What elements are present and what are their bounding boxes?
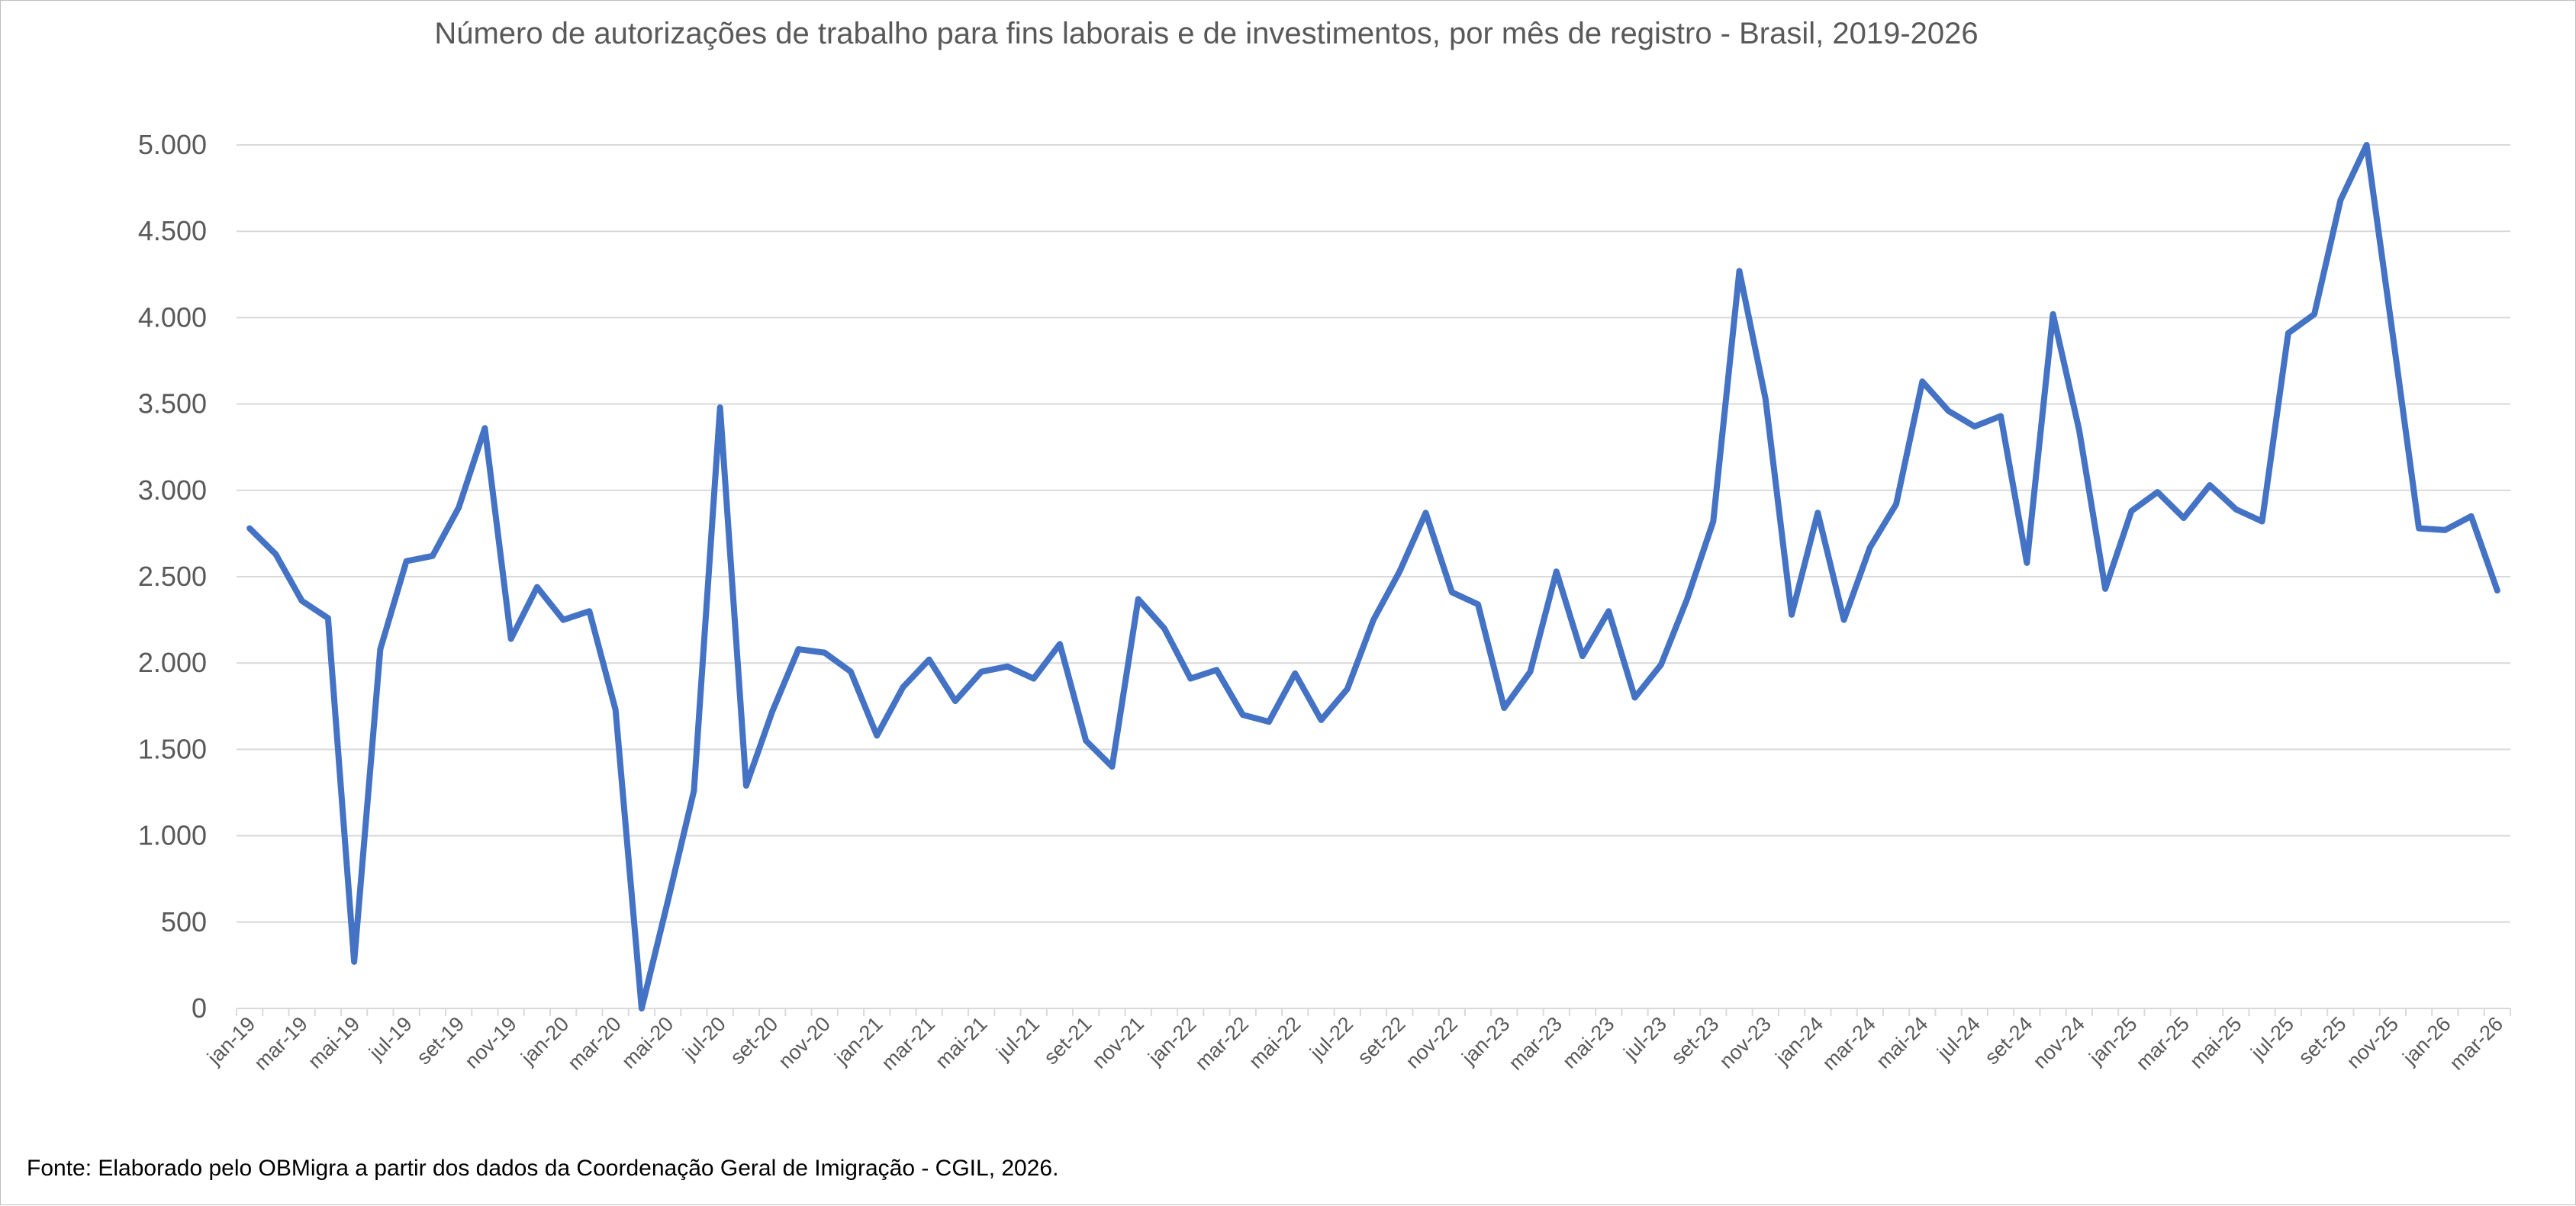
x-tick-label: nov-24	[2028, 1012, 2089, 1073]
x-tick-label: nov-21	[1087, 1012, 1148, 1073]
gridlines	[237, 145, 2510, 922]
y-tick-label: 3.500	[138, 388, 207, 420]
x-tick-label: jul-20	[678, 1012, 730, 1065]
y-tick-label: 3.000	[138, 474, 207, 506]
x-tick-label: set-20	[726, 1012, 782, 1069]
source-note: Fonte: Elaborado pelo OBMigra a partir d…	[27, 1156, 1058, 1182]
x-tick-label: mar-25	[2131, 1012, 2194, 1075]
x-tick-label: mar-26	[2445, 1012, 2507, 1075]
x-tick-label: set-22	[1353, 1012, 1409, 1069]
y-tick-label: 5.000	[138, 129, 207, 160]
x-tick-label: jul-23	[1618, 1012, 1671, 1065]
y-tick-label: 500	[161, 906, 207, 937]
x-tick-label: mai-21	[931, 1012, 992, 1073]
y-tick-label: 4.000	[138, 301, 207, 333]
x-tick-label: mai-25	[2185, 1012, 2246, 1073]
x-tick-label: nov-25	[2343, 1012, 2404, 1073]
x-tick-label: jul-19	[364, 1012, 417, 1065]
y-tick-label: 1.500	[138, 733, 207, 764]
y-tick-label: 2.000	[138, 647, 207, 678]
y-tick-label: 4.500	[138, 215, 207, 246]
x-axis	[237, 1008, 2510, 1016]
x-tick-label: mar-24	[1818, 1012, 1880, 1075]
x-tick-label: mar-20	[563, 1012, 626, 1075]
x-tick-label: jul-22	[1305, 1012, 1357, 1065]
y-axis: 0 500 1.000 1.500 2.000 2.500 3.000 3.500 4.000 4…	[138, 129, 207, 1024]
x-tick-label: set-24	[1980, 1012, 2037, 1069]
x-tick-label: jul-21	[991, 1012, 1044, 1065]
x-tick-label: mar-22	[1190, 1012, 1253, 1075]
x-tick-label: mai-23	[1558, 1012, 1619, 1073]
y-tick-label: 0	[192, 992, 207, 1024]
x-tick-label: mar-19	[250, 1012, 312, 1075]
y-tick-label: 2.500	[138, 561, 207, 592]
x-tick-label: mai-19	[304, 1012, 365, 1073]
x-tick-label: mai-20	[617, 1012, 678, 1073]
x-tick-label: mai-22	[1245, 1012, 1306, 1073]
x-tick-label: mai-24	[1872, 1012, 1933, 1073]
x-tick-label: set-25	[2294, 1012, 2350, 1069]
x-tick-label: mar-23	[1504, 1012, 1567, 1075]
x-tick-label: nov-22	[1401, 1012, 1462, 1073]
x-tick-label: nov-20	[774, 1012, 835, 1073]
x-tick-label: set-23	[1666, 1012, 1723, 1069]
x-tick-label: nov-19	[460, 1012, 521, 1073]
y-tick-label: 1.000	[138, 820, 207, 851]
x-tick-label: set-21	[1039, 1012, 1096, 1069]
x-tick-label: jul-24	[1932, 1012, 1985, 1065]
x-tick-label: nov-23	[1715, 1012, 1776, 1073]
x-tick-label: mar-21	[877, 1012, 939, 1075]
x-tick-label: jul-25	[2246, 1012, 2298, 1065]
chart-title: Número de autorizações de trabalho para …	[434, 17, 1978, 50]
x-tick-label: set-19	[412, 1012, 469, 1069]
